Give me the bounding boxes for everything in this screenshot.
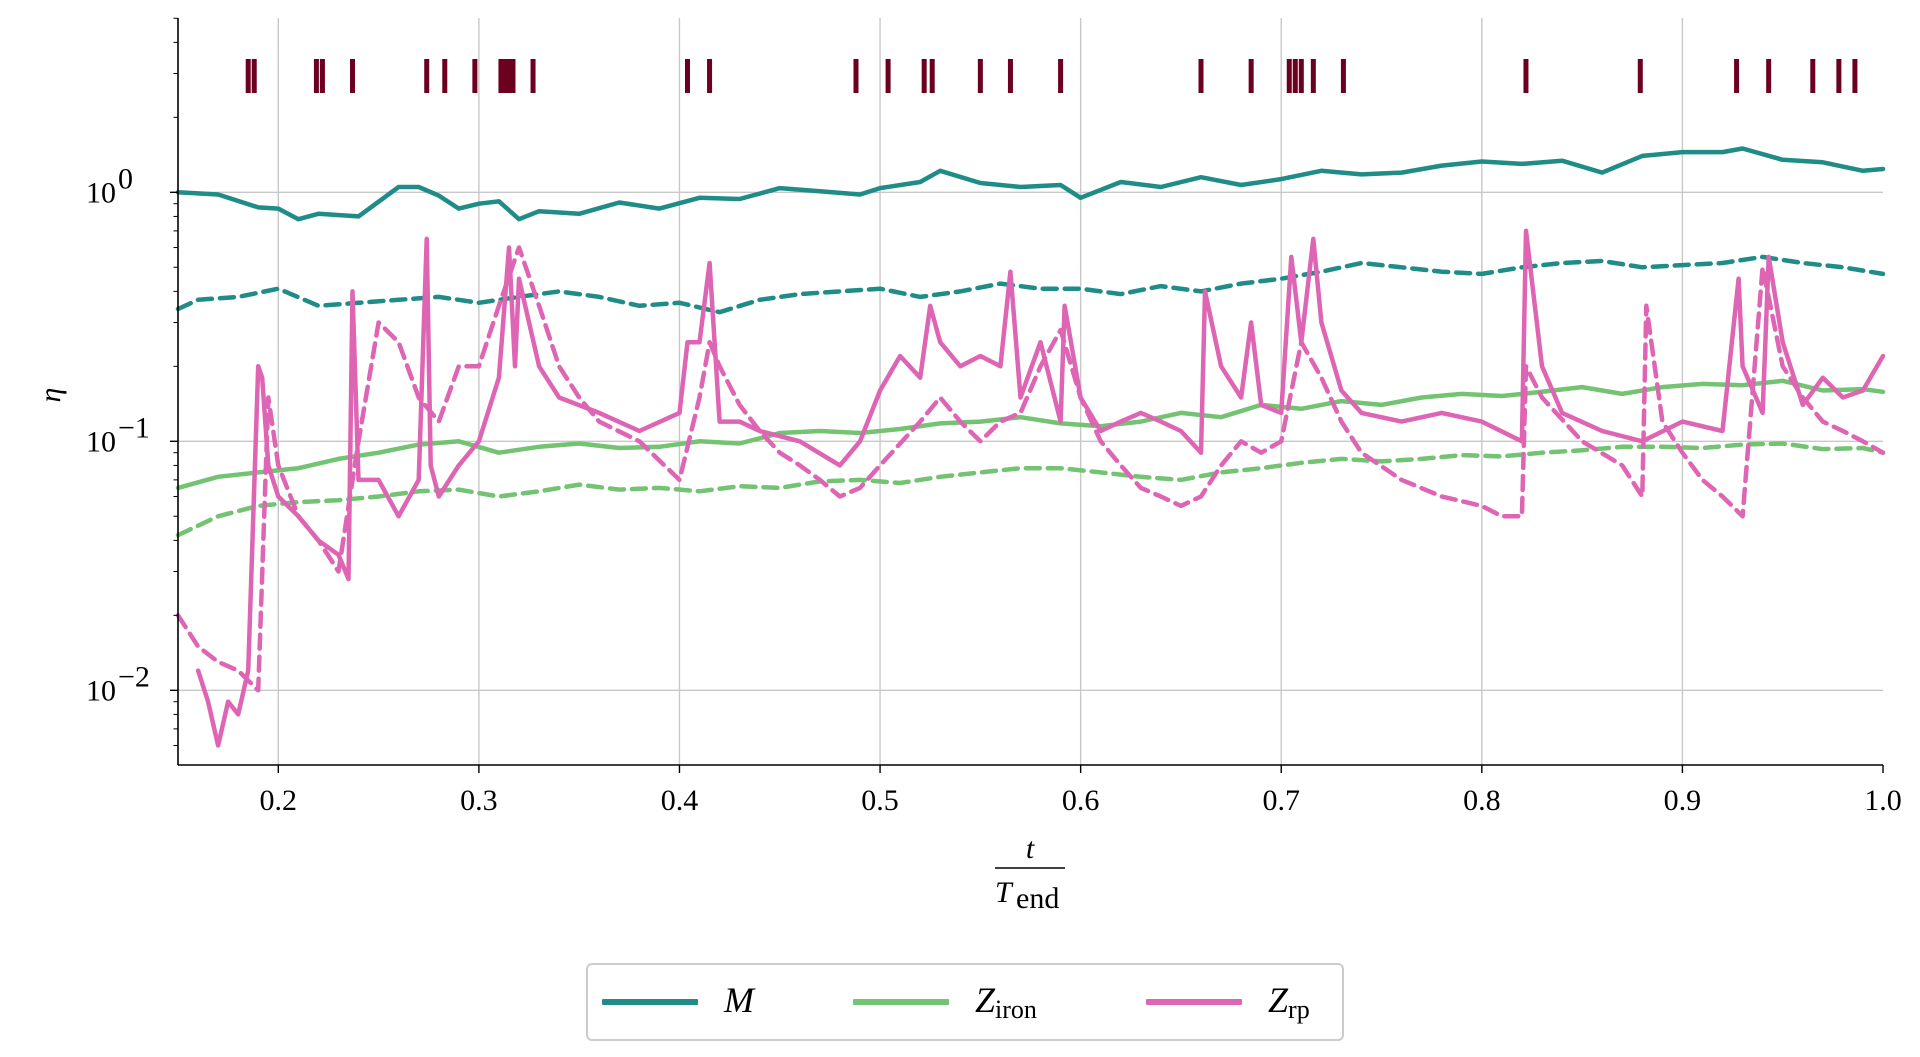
x-axis-label-numerator: t xyxy=(1026,832,1035,865)
event-marker-24 xyxy=(1286,59,1292,93)
event-marker-3 xyxy=(319,59,325,93)
x-tick-label-4: 0.6 xyxy=(1062,784,1100,817)
event-marker-18 xyxy=(929,59,935,93)
series-line-z-iron-solid xyxy=(175,378,1886,491)
event-markers xyxy=(245,59,1858,93)
event-marker-20 xyxy=(1007,59,1013,93)
legend-item-z-iron: Ziron xyxy=(853,965,1037,1039)
x-tick-label-0: 0.2 xyxy=(260,784,298,817)
legend-swatch-z-rp xyxy=(1146,999,1242,1005)
series-line-z-rp-dashed xyxy=(175,245,1886,693)
event-marker-26 xyxy=(1298,59,1304,93)
event-marker-30 xyxy=(1637,59,1643,93)
axes xyxy=(177,18,1883,766)
y-tick-label-exp-2: −2 xyxy=(118,660,150,693)
event-marker-4 xyxy=(350,59,356,93)
event-marker-33 xyxy=(1810,59,1816,93)
event-marker-5 xyxy=(424,59,430,93)
legend-swatch-z-iron xyxy=(853,999,949,1005)
event-marker-15 xyxy=(853,59,859,93)
legend-item-z-rp: Zrp xyxy=(1146,965,1310,1039)
event-marker-10 xyxy=(506,59,512,93)
legend-label-z-iron: Ziron xyxy=(975,980,1037,1024)
x-tick-label-1: 0.3 xyxy=(460,784,498,817)
event-marker-1 xyxy=(251,59,257,93)
event-marker-22 xyxy=(1198,59,1204,93)
legend-label-m: M xyxy=(724,980,754,1020)
event-marker-2 xyxy=(313,59,319,93)
event-marker-11 xyxy=(510,59,516,93)
legend-label-z-rp: Zrp xyxy=(1268,980,1310,1024)
y-tick-label-exp-0: 0 xyxy=(118,162,133,195)
event-marker-9 xyxy=(502,59,508,93)
event-marker-34 xyxy=(1836,59,1842,93)
y-tick-label-exp-1: −1 xyxy=(118,411,150,444)
x-tick-label-3: 0.5 xyxy=(861,784,899,817)
event-marker-23 xyxy=(1248,59,1254,93)
event-marker-28 xyxy=(1340,59,1346,93)
event-marker-12 xyxy=(530,59,536,93)
event-marker-35 xyxy=(1852,59,1858,93)
legend: M Ziron Zrp xyxy=(586,963,1344,1041)
x-axis-label: t T end xyxy=(995,832,1065,915)
series-line-m-dashed xyxy=(175,254,1886,315)
event-marker-13 xyxy=(684,59,690,93)
x-tick-label-5: 0.7 xyxy=(1262,784,1300,817)
y-tick-label-2: 10 xyxy=(86,674,116,707)
event-marker-8 xyxy=(498,59,504,93)
y-axis-label: η xyxy=(34,388,67,403)
x-axis-label-denominator-sub: end xyxy=(1016,882,1059,915)
event-marker-7 xyxy=(472,59,478,93)
series-line-z-rp-solid xyxy=(195,228,1886,748)
y-tick-label-1: 10 xyxy=(86,425,116,458)
event-marker-0 xyxy=(245,59,251,93)
legend-item-m: M xyxy=(602,965,754,1039)
y-tick-label-0: 10 xyxy=(86,176,116,209)
legend-swatch-m xyxy=(602,999,698,1005)
x-tick-label-6: 0.8 xyxy=(1463,784,1501,817)
event-marker-16 xyxy=(885,59,891,93)
event-marker-6 xyxy=(442,59,448,93)
event-marker-31 xyxy=(1734,59,1740,93)
x-tick-label-7: 0.9 xyxy=(1664,784,1702,817)
event-marker-19 xyxy=(977,59,983,93)
event-marker-27 xyxy=(1310,59,1316,93)
x-axis-ticks: 0.2 0.3 0.4 0.5 0.6 0.7 0.8 0.9 1.0 xyxy=(260,765,1902,817)
event-marker-29 xyxy=(1523,59,1529,93)
event-marker-25 xyxy=(1292,59,1298,93)
series-lines xyxy=(175,146,1886,748)
event-marker-14 xyxy=(707,59,713,93)
event-marker-17 xyxy=(921,59,927,93)
event-marker-32 xyxy=(1766,59,1772,93)
event-marker-21 xyxy=(1058,59,1064,93)
x-tick-label-8: 1.0 xyxy=(1864,784,1902,817)
series-line-z-iron-dashed xyxy=(175,441,1886,538)
x-tick-label-2: 0.4 xyxy=(661,784,699,817)
series-line-m-solid xyxy=(175,146,1886,222)
x-axis-label-denominator: T xyxy=(995,876,1014,909)
